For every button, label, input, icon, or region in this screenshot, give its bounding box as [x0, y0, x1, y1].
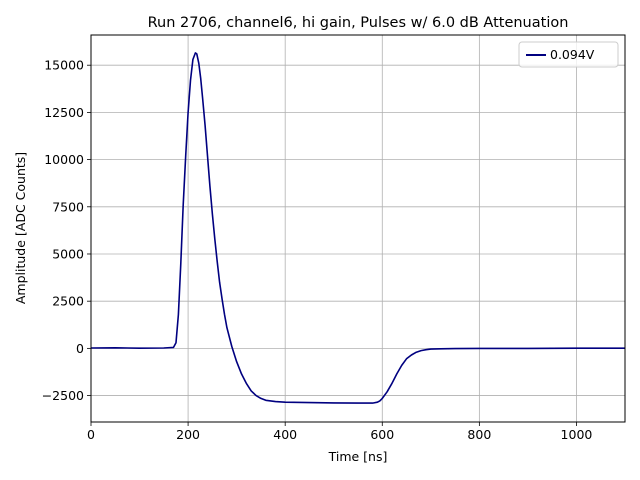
x-tick-label: 800 — [467, 427, 491, 442]
y-axis-label: Amplitude [ADC Counts] — [13, 152, 28, 304]
y-tick-label: 2500 — [52, 294, 84, 309]
plot-frame — [90, 34, 626, 423]
x-axis: 0 200 400 600 800 1000 — [87, 422, 592, 442]
x-tick-label: 1000 — [561, 427, 593, 442]
legend-box — [518, 41, 619, 68]
legend: 0.094V — [518, 41, 619, 68]
y-axis: −2500 0 2500 5000 7500 10000 12500 15000 — [42, 58, 91, 403]
y-tick-label: 5000 — [52, 246, 84, 261]
y-tick-label: 12500 — [44, 105, 84, 120]
grid — [90, 35, 625, 422]
y-tick-label: 10000 — [44, 152, 84, 167]
x-tick-label: 0 — [87, 427, 95, 442]
y-tick-label: 7500 — [52, 199, 84, 214]
x-tick-label: 600 — [370, 427, 394, 442]
y-tick-label: 0 — [76, 341, 84, 356]
x-tick-label: 200 — [176, 427, 200, 442]
y-tick-label: 15000 — [44, 58, 84, 73]
x-tick-label: 400 — [273, 427, 297, 442]
x-axis-label: Time [ns] — [328, 449, 388, 464]
series-layer — [90, 52, 625, 404]
legend-label: 0.094V — [550, 47, 595, 62]
y-tick-label: −2500 — [42, 388, 84, 403]
chart-title: Run 2706, channel6, hi gain, Pulses w/ 6… — [148, 15, 569, 31]
series-line — [90, 52, 625, 404]
